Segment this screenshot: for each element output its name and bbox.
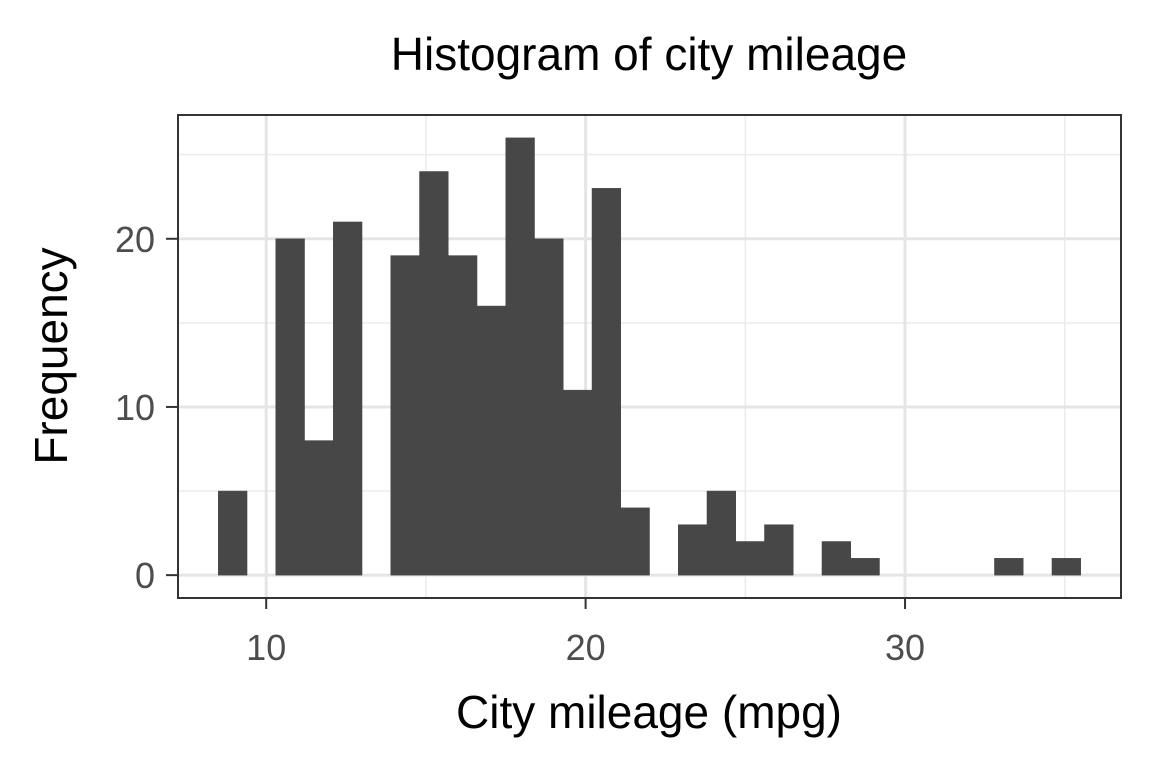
x-tick-label: 20 [566, 627, 606, 668]
y-tick-label: 0 [135, 555, 155, 596]
x-tick-label: 10 [246, 627, 286, 668]
y-tick-label: 10 [115, 387, 155, 428]
histogram-bar [563, 389, 593, 576]
histogram-bar [333, 221, 363, 576]
histogram-bar [419, 171, 449, 576]
histogram-bar [505, 137, 535, 576]
histogram-bars [218, 137, 1081, 576]
histogram-bar [476, 305, 507, 576]
histogram-bar [735, 541, 765, 576]
histogram-bar [448, 255, 478, 576]
histogram-bar [275, 238, 305, 576]
x-axis-ticks: 10 20 30 [246, 598, 925, 668]
histogram-bar [677, 524, 708, 576]
histogram-bar [850, 558, 880, 576]
x-axis-title: City mileage (mpg) [456, 686, 842, 738]
histogram-bar [706, 490, 736, 576]
chart-title: Histogram of city mileage [391, 28, 907, 80]
histogram-bar [390, 255, 420, 576]
x-tick-label: 30 [885, 627, 925, 668]
histogram-bar [534, 238, 564, 576]
histogram-bar [620, 507, 650, 576]
y-axis-ticks: 0 10 20 [115, 219, 178, 596]
plot-panel-border [177, 114, 1122, 599]
y-tick-label: 20 [115, 219, 155, 260]
histogram-bar [764, 524, 794, 576]
histogram-bar [218, 490, 248, 576]
histogram-bar [994, 558, 1024, 576]
histogram-bar [304, 440, 334, 576]
histogram-bar [591, 188, 622, 576]
histogram-bar [821, 541, 851, 576]
histogram-bar [1051, 558, 1081, 576]
y-axis-title: Frequency [25, 247, 77, 464]
